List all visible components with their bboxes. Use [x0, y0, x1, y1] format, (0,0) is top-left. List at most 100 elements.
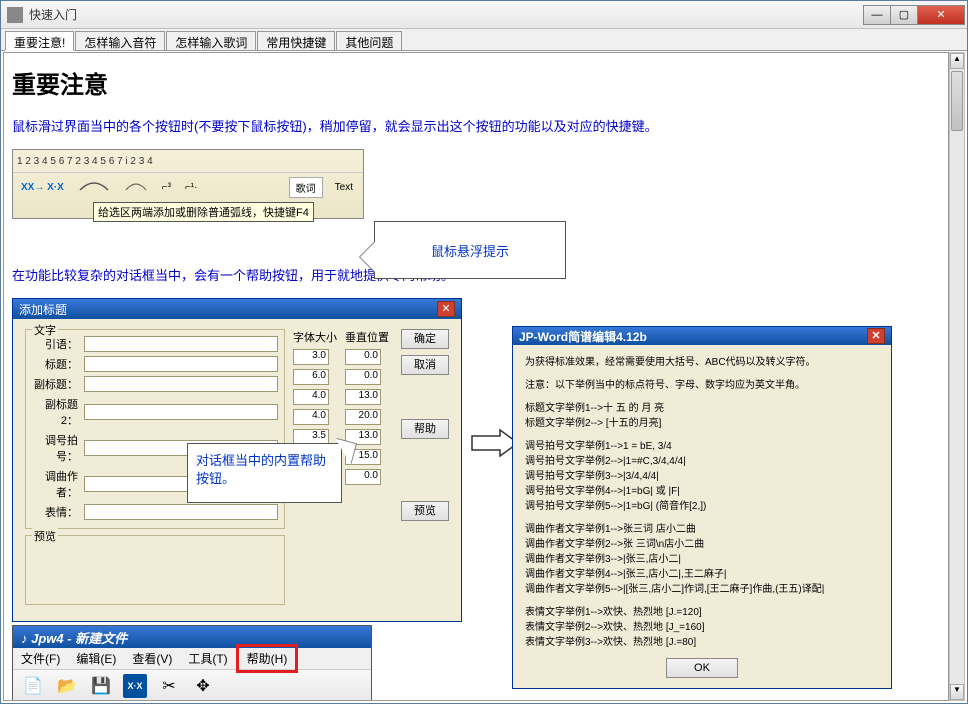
vpos-input[interactable]: 0.0 — [345, 469, 381, 485]
callout-2-text: 对话框当中的内置帮助按钮。 — [196, 452, 333, 488]
vpos-input[interactable]: 20.0 — [345, 409, 381, 425]
dialog-title-text: 添加标题 — [19, 301, 67, 318]
vpos-column: 垂直位置 0.00.013.020.013.015.00.0 — [345, 329, 389, 611]
preview-group-title: 预览 — [32, 528, 58, 544]
repeat-icon: ⌐³ — [158, 180, 175, 195]
window-controls: — ▢ ✕ — [864, 5, 965, 25]
help-line: 表情文字举例1-->欢快、热烈地 [J.=120]表情文字举例2-->欢快、热烈… — [525, 605, 879, 650]
field-label: 引语： — [32, 336, 78, 352]
help-line: 注意：以下举例当中的标点符号、字母、数字均应为英文半角。 — [525, 378, 879, 393]
vpos-header: 垂直位置 — [345, 329, 389, 345]
titlebar: 快速入门 — ▢ ✕ — [1, 1, 967, 29]
fontsize-input[interactable]: 4.0 — [293, 409, 329, 425]
tab-input-notes[interactable]: 怎样输入音符 — [75, 31, 165, 50]
fontsize-input[interactable]: 3.0 — [293, 349, 329, 365]
help-button[interactable]: 帮助 — [401, 419, 449, 439]
callout-help-button: 对话框当中的内置帮助按钮。 — [187, 443, 342, 503]
text-input[interactable] — [84, 376, 278, 392]
form-row: 副标题2： — [32, 396, 278, 428]
tab-input-lyrics[interactable]: 怎样输入歌词 — [166, 31, 256, 50]
app-window: 快速入门 — ▢ ✕ 重要注意! 怎样输入音符 怎样输入歌词 常用快捷键 其他问… — [0, 0, 968, 704]
save-icon: 💾 — [89, 674, 113, 698]
fontsize-header: 字体大小 — [293, 329, 337, 345]
text-input[interactable] — [84, 336, 278, 352]
arc2-icon — [120, 178, 152, 197]
maximize-button[interactable]: ▢ — [890, 5, 918, 25]
dialog-close-button[interactable]: ✕ — [437, 301, 455, 317]
app-title-bar: ♪ Jpw4 - 新建文件 — [13, 626, 371, 648]
toolbar-numbers: 1 2 3 4 5 6 7 2 3 4 5 6 7 i 2 3 4 — [13, 150, 363, 172]
toolbar-screenshot: 1 2 3 4 5 6 7 2 3 4 5 6 7 i 2 3 4 XX→ X·… — [12, 149, 364, 219]
vpos-input[interactable]: 0.0 — [345, 369, 381, 385]
field-label: 调号拍号： — [32, 432, 78, 464]
form-row: 标题： — [32, 356, 278, 372]
open-file-icon: 📂 — [55, 674, 79, 698]
lyric-button: 歌词 — [289, 177, 323, 198]
vpos-input[interactable]: 13.0 — [345, 389, 381, 405]
menu-edit[interactable]: 编辑(E) — [68, 647, 124, 670]
dialog-buttons: 确定 取消 帮助 预览 — [397, 329, 453, 611]
preview-group: 预览 — [25, 535, 285, 605]
bracket-icon: ⌐¹· — [181, 180, 202, 195]
text-input[interactable] — [84, 404, 278, 420]
form-row: 引语： — [32, 336, 278, 352]
window-title: 快速入门 — [29, 6, 864, 23]
help-line: 为获得标准效果，经常需要使用大括号、ABC代码以及转义字符。 — [525, 355, 879, 370]
field-label: 副标题2： — [32, 396, 78, 428]
new-file-icon: 📄 — [21, 674, 45, 698]
fontsize-input[interactable]: 4.0 — [293, 389, 329, 405]
scroll-down-button[interactable]: ▼ — [950, 684, 964, 700]
page-heading: 重要注意 — [12, 65, 940, 100]
callout-hover-tip: 鼠标悬浮提示 — [374, 221, 566, 279]
menu-tools[interactable]: 工具(T) — [180, 647, 235, 670]
app-icon — [7, 7, 23, 23]
menu-bar: 文件(F) 编辑(E) 查看(V) 工具(T) 帮助(H) — [13, 648, 371, 670]
form-row: 副标题： — [32, 376, 278, 392]
dialog-example-region: 添加标题 ✕ 文字 引语： 标题： 副标题： 副标题2： 调号拍号： 调曲作者： 表情： 预… — [12, 298, 940, 578]
cut-icon: ✂ — [157, 674, 181, 698]
menubar-screenshot: ♪ Jpw4 - 新建文件 文件(F) 编辑(E) 查看(V) 工具(T) 帮助… — [12, 625, 372, 701]
scroll-thumb[interactable] — [951, 71, 963, 131]
vpos-input[interactable]: 0.0 — [345, 349, 381, 365]
content-area: 重要注意 鼠标滑过界面当中的各个按钮时(不要按下鼠标按钮)，稍加停留，就会显示出… — [3, 52, 949, 701]
ok-button[interactable]: 确定 — [401, 329, 449, 349]
text-input[interactable] — [84, 356, 278, 372]
tab-shortcuts[interactable]: 常用快捷键 — [257, 31, 335, 50]
app-toolbar: 📄 📂 💾 X·X ✂ ✥ — [13, 670, 371, 701]
help-line: 标题文字举例1-->十 五 的 月 亮标题文字举例2--> [十五的月亮] — [525, 401, 879, 431]
paragraph-1: 鼠标滑过界面当中的各个按钮时(不要按下鼠标按钮)，稍加停留，就会显示出这个按钮的… — [12, 116, 940, 135]
preview-button[interactable]: 预览 — [401, 501, 449, 521]
help-line: 调号拍号文字举例1-->1 = bE, 3/4调号拍号文字举例2-->|1=#C… — [525, 439, 879, 514]
field-label: 调曲作者： — [32, 468, 78, 500]
menu-view[interactable]: 查看(V) — [124, 647, 180, 670]
menu-file[interactable]: 文件(F) — [13, 647, 68, 670]
text-button: Text — [329, 180, 359, 195]
tab-other[interactable]: 其他问题 — [336, 31, 402, 50]
help-line: 调曲作者文字举例1-->张三词 店小二曲调曲作者文字举例2-->张 三词\n店小… — [525, 522, 879, 597]
help-close-button[interactable]: ✕ — [867, 328, 885, 344]
form-row: 表情： — [32, 504, 278, 520]
field-label: 表情： — [32, 504, 78, 520]
help-dialog: JP-Word简谱编辑4.12b ✕ 为获得标准效果，经常需要使用大括号、ABC… — [512, 326, 892, 689]
help-dialog-titlebar: JP-Word简谱编辑4.12b ✕ — [513, 327, 891, 345]
tab-strip: 重要注意! 怎样输入音符 怎样输入歌词 常用快捷键 其他问题 — [1, 29, 967, 51]
menu-help[interactable]: 帮助(H) — [236, 644, 299, 673]
text-input[interactable] — [84, 504, 278, 520]
help-dialog-title: JP-Word简谱编辑4.12b — [519, 328, 647, 344]
move-icon: ✥ — [191, 674, 215, 698]
minimize-button[interactable]: — — [863, 5, 891, 25]
xx-button: XX→ X·X — [17, 180, 68, 195]
help-ok-button[interactable]: OK — [666, 658, 738, 678]
close-button[interactable]: ✕ — [917, 5, 965, 25]
toolbar-buttons: XX→ X·X ⌐³ ⌐¹· 歌词 Text — [13, 172, 363, 202]
arc-icon — [74, 178, 114, 197]
fontsize-input[interactable]: 6.0 — [293, 369, 329, 385]
tooltip: 给选区两端添加或删除普通弧线，快捷键F4 — [93, 202, 314, 222]
dialog-titlebar: 添加标题 ✕ — [13, 299, 461, 319]
scroll-up-button[interactable]: ▲ — [950, 53, 964, 69]
tab-important[interactable]: 重要注意! — [5, 31, 74, 51]
cancel-button[interactable]: 取消 — [401, 355, 449, 375]
text-group-title: 文字 — [32, 322, 58, 338]
vertical-scrollbar[interactable]: ▲ ▼ — [949, 52, 965, 701]
field-label: 副标题： — [32, 376, 78, 392]
